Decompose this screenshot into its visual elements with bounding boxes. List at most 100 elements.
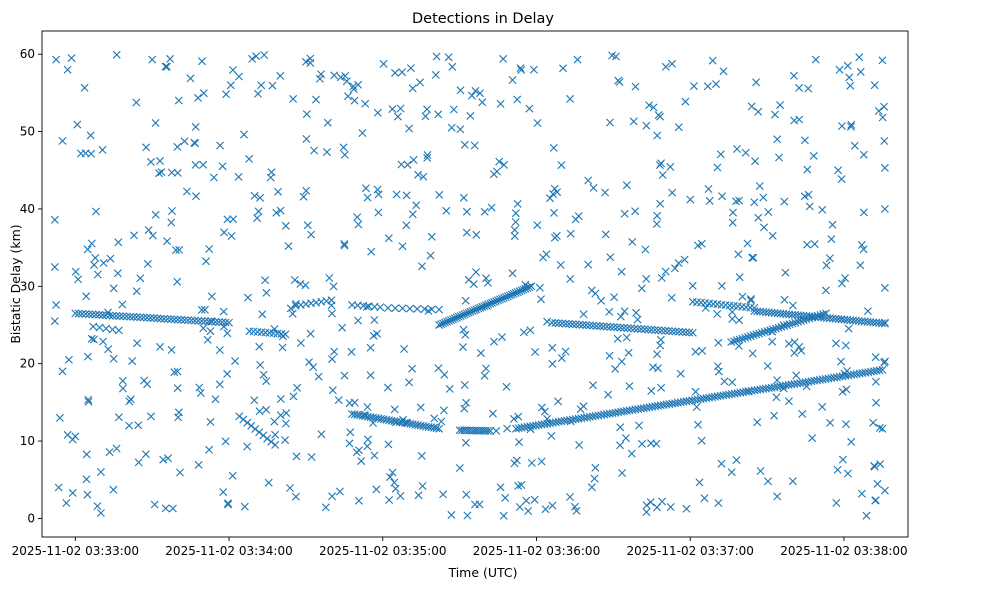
detection-point	[134, 458, 143, 467]
detection-point	[488, 298, 497, 307]
detection-point	[374, 190, 383, 199]
detection-point	[837, 315, 846, 324]
detection-point	[841, 274, 850, 283]
detection-point	[197, 305, 206, 314]
detection-point	[870, 81, 879, 90]
detection-point	[400, 345, 409, 353]
detection-point	[525, 104, 534, 113]
detection-point	[167, 345, 176, 354]
detection-point	[620, 307, 629, 316]
detection-point	[713, 163, 722, 172]
detection-point	[393, 112, 402, 121]
detection-point	[464, 275, 473, 284]
detection-point	[259, 370, 268, 379]
detection-point	[414, 491, 423, 500]
detection-point	[299, 192, 308, 201]
y-tick-label: 30	[20, 279, 35, 293]
detection-point	[543, 414, 552, 423]
detection-point	[692, 403, 701, 411]
detection-point	[642, 274, 651, 283]
y-tick-label: 40	[20, 202, 35, 216]
detection-point	[227, 232, 236, 240]
detection-point	[159, 455, 168, 464]
detection-point	[760, 327, 769, 336]
detection-point	[671, 327, 680, 336]
detection-point	[358, 129, 367, 137]
y-tick-label: 10	[20, 434, 35, 448]
detection-point	[568, 320, 577, 329]
detection-point	[462, 309, 471, 318]
detection-point	[657, 273, 666, 282]
detection-point	[622, 333, 631, 342]
detection-point	[874, 107, 883, 115]
detection-point	[784, 397, 793, 406]
detection-point	[489, 170, 498, 179]
detection-point	[328, 309, 336, 318]
detection-point	[363, 435, 372, 444]
detection-point	[243, 418, 252, 427]
detection-point	[808, 313, 817, 322]
detection-point	[478, 98, 487, 107]
detection-point	[173, 142, 182, 151]
detection-point	[779, 384, 788, 393]
detection-point	[424, 306, 433, 315]
detection-point	[346, 428, 355, 437]
detection-point	[476, 303, 485, 312]
detection-point	[575, 320, 584, 329]
y-tick-label: 60	[20, 47, 35, 61]
detection-point	[309, 363, 318, 372]
detection-point	[754, 213, 763, 222]
detection-point	[460, 381, 469, 389]
detection-point	[71, 309, 80, 318]
detection-point	[578, 320, 587, 329]
detection-point	[206, 327, 215, 336]
detection-point	[746, 295, 755, 303]
detection-point	[575, 441, 584, 449]
detection-point	[284, 242, 293, 251]
detection-point	[247, 421, 256, 430]
detection-point	[880, 283, 889, 292]
detection-point	[366, 371, 375, 380]
detection-point	[276, 71, 285, 80]
detection-point	[734, 341, 743, 350]
detection-point	[418, 482, 427, 490]
detection-point	[391, 418, 400, 427]
detection-point	[850, 141, 859, 150]
detection-point	[833, 465, 842, 474]
detection-point	[741, 333, 750, 342]
detection-point	[480, 371, 489, 380]
detection-point	[142, 143, 151, 152]
detection-point	[818, 205, 827, 214]
detection-point	[173, 384, 182, 393]
detection-point	[537, 295, 545, 304]
detection-point	[484, 426, 492, 435]
detection-point	[680, 255, 689, 264]
detection-point	[194, 460, 203, 469]
detection-point	[102, 324, 111, 333]
detection-point	[784, 339, 793, 348]
detection-point	[647, 325, 656, 334]
detection-point	[161, 504, 170, 513]
detection-point	[89, 322, 98, 331]
detection-point	[512, 456, 521, 465]
detection-point	[317, 430, 326, 439]
detection-point	[771, 110, 779, 119]
detection-point	[445, 384, 454, 393]
detection-point	[229, 215, 238, 224]
detection-point	[487, 203, 496, 212]
detection-point	[215, 380, 224, 389]
detection-point	[571, 215, 580, 224]
detection-point	[250, 191, 259, 200]
detection-point	[95, 323, 104, 332]
detection-point	[87, 239, 96, 248]
detection-point	[262, 377, 271, 386]
detection-point	[90, 260, 99, 269]
detection-point	[447, 510, 456, 519]
detection-point	[58, 367, 67, 376]
detection-point	[125, 421, 134, 430]
detection-point	[461, 330, 470, 339]
detection-point	[274, 187, 282, 196]
detection-point	[508, 269, 517, 278]
detection-point	[430, 414, 439, 423]
detection-point	[557, 354, 566, 363]
